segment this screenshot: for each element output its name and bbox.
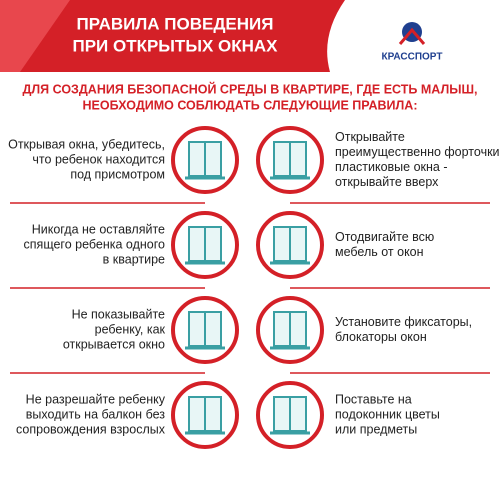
intro-line: ДЛЯ СОЗДАНИЯ БЕЗОПАСНОЙ СРЕДЫ В КВАРТИРЕ…: [22, 81, 477, 96]
rule-text: Не показывайте: [72, 307, 165, 321]
rule-text: преимущественно форточки,: [335, 145, 500, 159]
rule-text: подоконник цветы: [335, 407, 440, 421]
intro-line: НЕОБХОДИМО СОБЛЮДАТЬ СЛЕДУЮЩИЕ ПРАВИЛА:: [83, 98, 418, 112]
rule-text: ребенку, как: [95, 322, 166, 336]
rule-text: спящего ребенка одного: [24, 237, 166, 251]
rule-text: выходить на балкон без: [26, 407, 165, 421]
rule-text: Установите фиксаторы,: [335, 315, 472, 329]
rule-text: сопровождения взрослых: [16, 422, 166, 436]
rule-text: Не разрешайте ребенку: [26, 392, 166, 406]
logo-figure: [398, 27, 426, 45]
rule-text: Поставьте на: [335, 392, 412, 406]
rule-text: мебель от окон: [335, 245, 424, 259]
rule-text: Отодвигайте всю: [335, 230, 434, 244]
rule-text: что ребенок находится: [32, 152, 165, 166]
rule-text: или предметы: [335, 422, 417, 436]
rule-text: Открывайте: [335, 130, 405, 144]
rule-text: блокаторы окон: [335, 330, 427, 344]
rule-text: пластиковые окна -: [335, 160, 448, 174]
rule-text: открывается окно: [63, 337, 165, 351]
title-line: ПРИ ОТКРЫТЫХ ОКНАХ: [72, 36, 278, 55]
title-line: ПРАВИЛА ПОВЕДЕНИЯ: [77, 14, 274, 33]
rule-text: под присмотром: [70, 167, 165, 181]
rule-text: в квартире: [103, 252, 165, 266]
logo-text: КРАССПОРТ: [382, 52, 443, 63]
rule-text: открывайте вверх: [335, 175, 439, 189]
rule-text: Открывая окна, убедитесь,: [8, 137, 165, 151]
rule-text: Никогда не оставляйте: [32, 222, 165, 236]
header-stripe: [0, 0, 70, 72]
